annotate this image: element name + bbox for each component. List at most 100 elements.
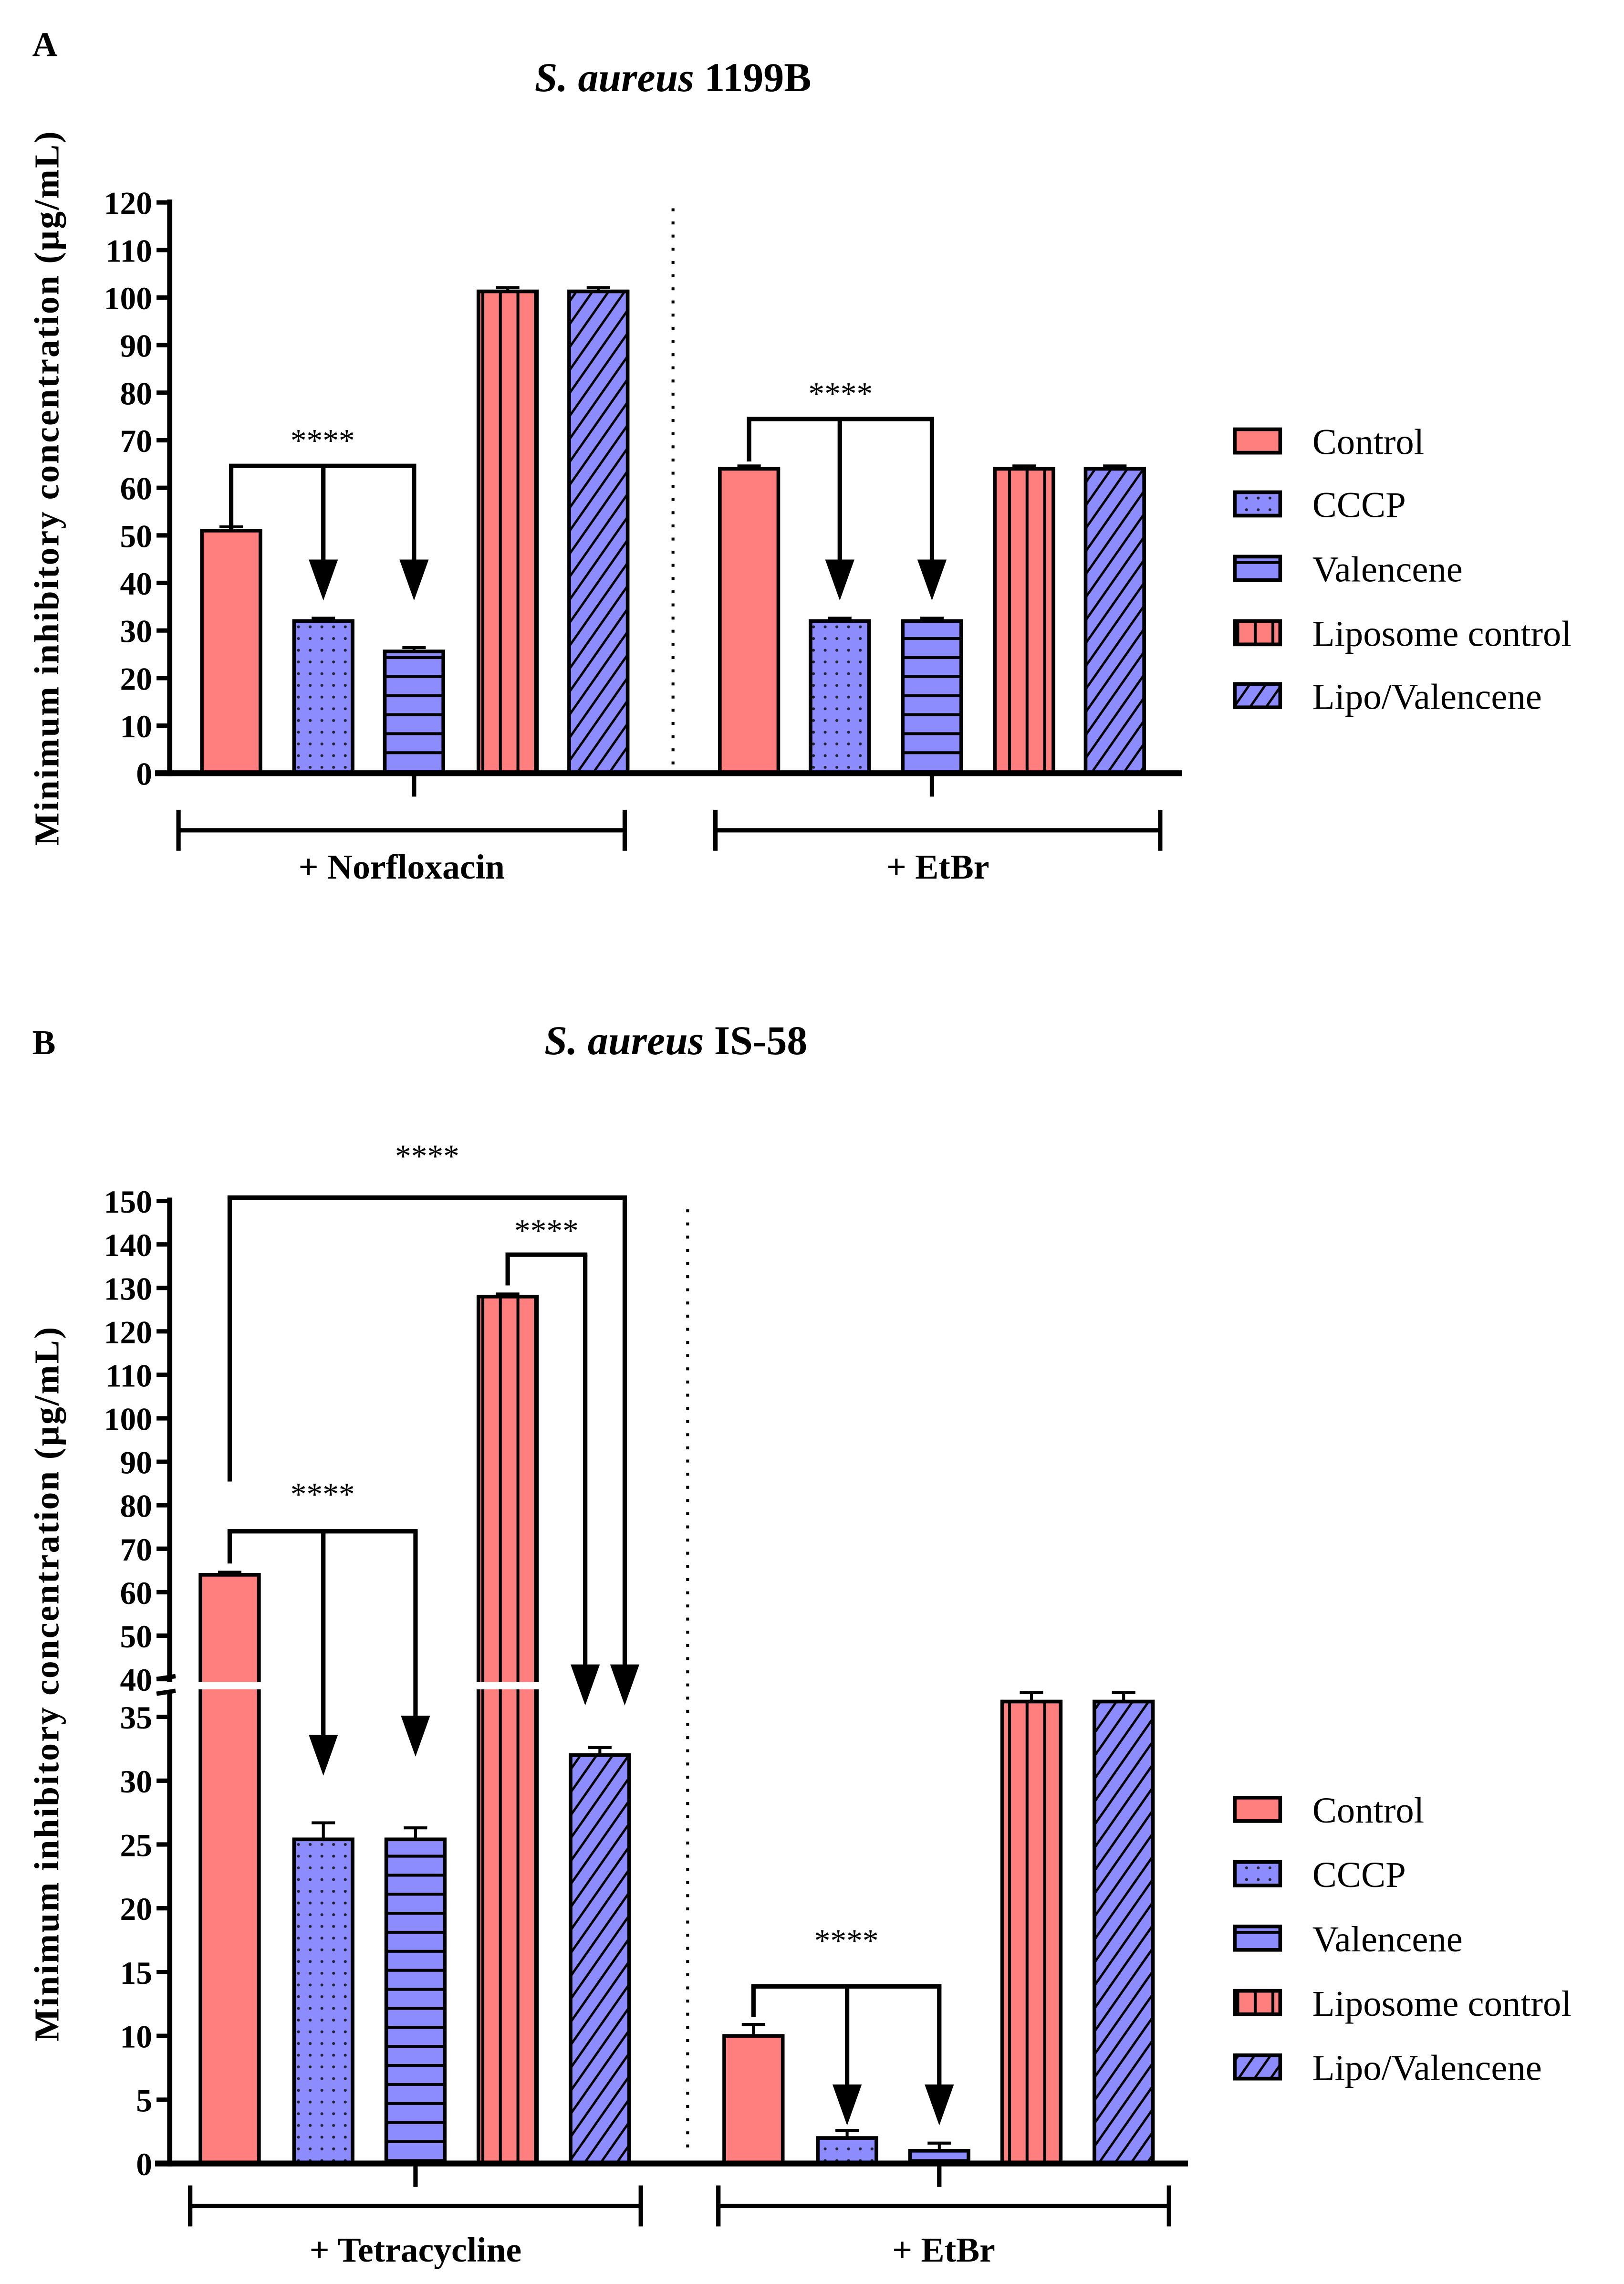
bar-control [718, 467, 781, 775]
axis-break-gap [198, 1682, 262, 1689]
arrow-head-icon [309, 559, 338, 601]
y-tick-label: 140 [104, 1227, 152, 1263]
axis-break-gap [475, 1682, 540, 1689]
significance-annotation: **** [227, 1138, 640, 1706]
arrow-head-icon [917, 559, 947, 601]
y-tick-label: 110 [105, 1358, 152, 1393]
axis-break-gap [164, 1682, 176, 1691]
bar-valencene [901, 619, 963, 775]
y-tick-label: 100 [104, 1402, 152, 1437]
y-tick-label: 130 [104, 1271, 152, 1307]
legend: Control CCCP Valencene Liposome control Lipo… [1233, 1790, 1572, 2088]
y-tick-label: 25 [120, 1828, 152, 1864]
legend-swatch [1233, 682, 1282, 710]
y-tick-label: 40 [120, 1662, 152, 1698]
group-label: + Norfloxacin [299, 847, 505, 886]
legend-swatch [1233, 1924, 1282, 1952]
y-tick-label: 15 [120, 1955, 152, 1991]
panel-label: B [32, 1023, 55, 1062]
legend-swatch [1233, 1860, 1282, 1887]
significance-annotation: **** [505, 1213, 600, 1706]
legend-swatch [1233, 2053, 1282, 2081]
legend-label: Control [1312, 1790, 1424, 1831]
bar-control [200, 529, 262, 775]
significance-annotation: **** [229, 423, 429, 601]
legend-swatch [1233, 619, 1282, 647]
group-label: + EtBr [886, 847, 989, 886]
y-tick-label: 5 [136, 2083, 152, 2118]
bar-liposome-control [1000, 1699, 1063, 2166]
arrow-head-icon [610, 1664, 640, 1706]
bar-lipo-valencene [1083, 467, 1146, 775]
bar-group: + Norfloxacin [176, 286, 630, 886]
bar-cccp [292, 619, 354, 775]
y-tick-label: 40 [120, 566, 152, 602]
y-tick-label: 50 [120, 518, 152, 554]
y-tick-label: 0 [136, 2147, 152, 2182]
significance-label: **** [814, 1923, 879, 1959]
significance-annotation: **** [227, 1477, 430, 1776]
arrow-head-icon [309, 1735, 338, 1776]
significance-annotation: **** [747, 376, 947, 601]
y-tick-label: 30 [120, 614, 152, 650]
legend-label: Control [1312, 422, 1424, 462]
bar-control [198, 1573, 261, 2166]
chart-title: S. aureus IS-58 [544, 1017, 807, 1063]
legend-label: CCCP [1312, 1854, 1406, 1895]
legend-swatch [1233, 1796, 1282, 1823]
bar-cccp [816, 2136, 878, 2166]
bar-lipo-valencene [1093, 1699, 1155, 2166]
y-tick-label: 30 [120, 1764, 152, 1800]
bar-cccp [809, 619, 871, 775]
bar-cccp [292, 1837, 354, 2166]
panel-b-header: B S. aureus IS-58 Minimum inhibitory con… [27, 1017, 808, 2042]
legend-label: Valencene [1312, 549, 1463, 589]
bar-lipo-valencene [569, 1753, 631, 2166]
bar-liposome-control [993, 467, 1055, 775]
bar-group: + EtBr [716, 1691, 1171, 2269]
bar-group: + EtBr [713, 464, 1163, 886]
panel-label: A [32, 25, 57, 64]
significance-label: **** [291, 423, 355, 459]
legend-label: Liposome control [1312, 1983, 1572, 2024]
significance-label: **** [395, 1138, 459, 1174]
legend-swatch [1233, 427, 1282, 455]
y-tick-label: 120 [104, 1314, 152, 1350]
y-tick-label: 60 [120, 471, 152, 507]
bar-group: + Tetracycline [188, 1292, 643, 2269]
y-tick-label: 90 [120, 328, 152, 364]
bar-liposome-control [476, 289, 539, 775]
bar-lipo-valencene [567, 289, 630, 775]
arrow-head-icon [401, 1716, 430, 1757]
y-axis-label: Minimum inhibitory concentration (µg/mL) [27, 130, 66, 846]
legend: Control CCCP Valencene Liposome control Lipo… [1233, 422, 1572, 717]
chart-title: S. aureus 1199B [535, 54, 812, 100]
legend-label: Lipo/Valencene [1312, 676, 1542, 717]
bar-valencene [383, 650, 446, 775]
y-tick-label: 35 [120, 1700, 152, 1736]
panel-a-header: A S. aureus 1199B Minimum inhibitory con… [27, 25, 812, 846]
axis-break-mark [156, 1688, 176, 1696]
bar-valencene [384, 1837, 447, 2166]
significance-label: **** [514, 1213, 579, 1249]
y-tick-label: 20 [120, 1891, 152, 1927]
y-tick-label: 80 [120, 376, 152, 411]
arrow-head-icon [925, 2084, 954, 2126]
y-tick-label: 80 [120, 1488, 152, 1524]
group-label: + Tetracycline [310, 2230, 522, 2269]
y-tick-label: 120 [104, 186, 152, 221]
y-tick-label: 10 [120, 709, 152, 744]
legend-label: CCCP [1312, 485, 1406, 525]
y-tick-label: 90 [120, 1445, 152, 1481]
legend-label: Lipo/Valencene [1312, 2048, 1542, 2088]
arrow-head-icon [399, 559, 429, 601]
group-label: + EtBr [892, 2230, 995, 2269]
significance-label: **** [808, 376, 873, 411]
y-tick-label: 10 [120, 2019, 152, 2055]
legend-label: Valencene [1312, 1919, 1463, 1959]
arrow-head-icon [571, 1664, 600, 1706]
y-tick-label: 100 [104, 281, 152, 316]
legend-label: Liposome control [1312, 613, 1572, 654]
